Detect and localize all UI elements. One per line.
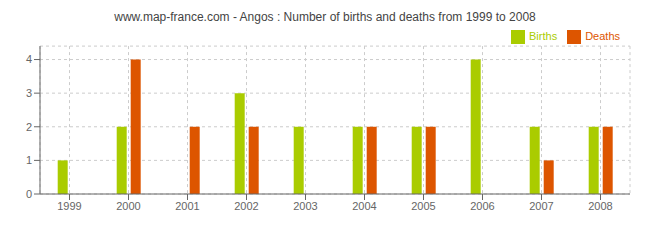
svg-text:2006: 2006 (470, 200, 494, 212)
svg-text:2003: 2003 (293, 200, 317, 212)
svg-text:2007: 2007 (529, 200, 553, 212)
svg-text:2001: 2001 (175, 200, 199, 212)
html-text:Deaths: Deaths (585, 30, 620, 42)
svg-text:2: 2 (26, 121, 32, 133)
html-text:www.map-france.com - Angos : N: www.map-france.com - Angos : Number of b… (114, 10, 536, 24)
svg-text:1999: 1999 (57, 200, 81, 212)
svg-text:2008: 2008 (588, 200, 612, 212)
svg-text:4: 4 (26, 53, 32, 65)
svg-text:2005: 2005 (411, 200, 435, 212)
svg-text:2004: 2004 (352, 200, 376, 212)
svg-text:2002: 2002 (234, 200, 258, 212)
svg-text:2000: 2000 (116, 200, 140, 212)
svg-text:0: 0 (26, 188, 32, 200)
html-text:Births: Births (529, 30, 558, 42)
svg-text:1: 1 (26, 154, 32, 166)
svg-text:3: 3 (26, 87, 32, 99)
